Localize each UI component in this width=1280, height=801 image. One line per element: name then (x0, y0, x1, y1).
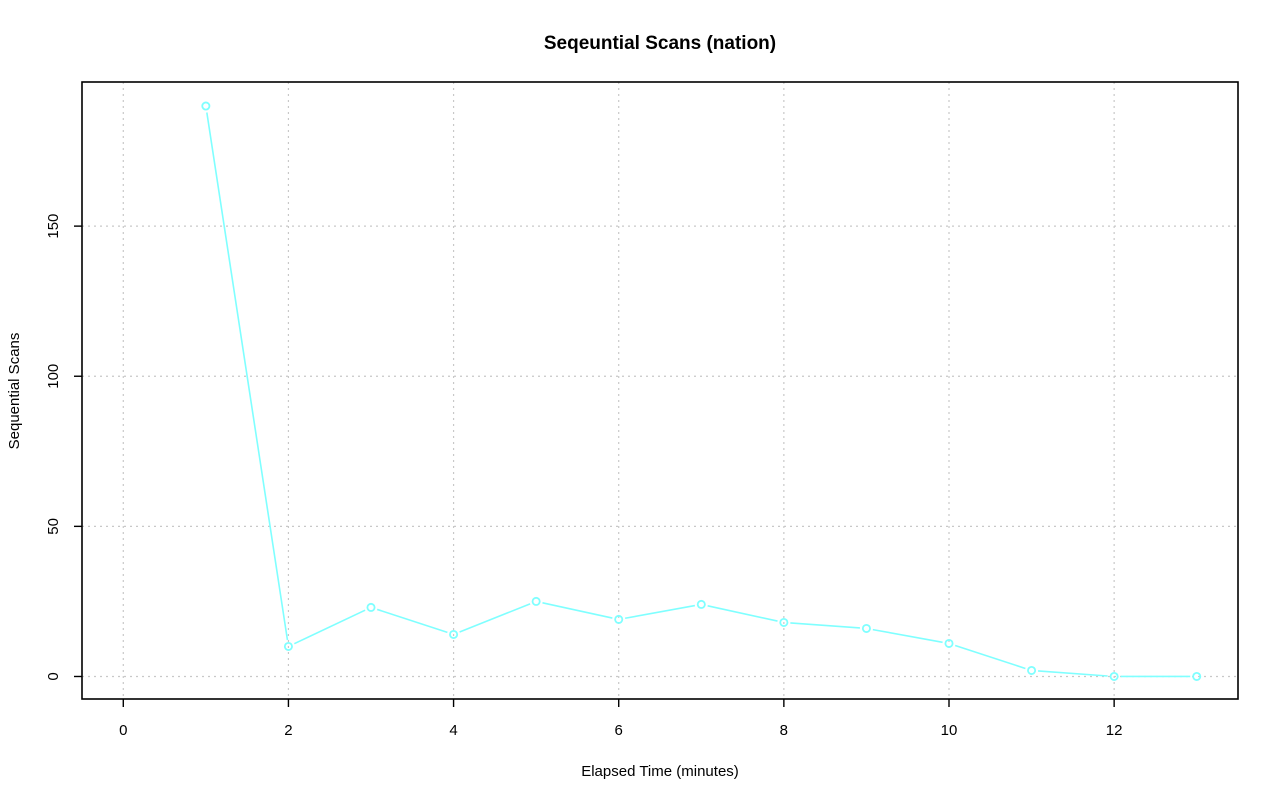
series-segment (459, 603, 531, 633)
series-segment (707, 605, 778, 622)
data-point (944, 638, 954, 648)
data-point (201, 101, 211, 111)
x-tick-label: 6 (615, 722, 623, 739)
data-point (366, 602, 376, 612)
series-line (201, 101, 1202, 681)
series-segment (790, 622, 861, 629)
y-tick-label: 100 (45, 364, 62, 389)
x-tick-label: 12 (1106, 722, 1123, 739)
x-axis-label: Elapsed Time (minutes) (581, 763, 739, 780)
x-tick-label: 8 (780, 722, 788, 739)
series-layer (201, 101, 1202, 681)
y-tick-label: 150 (45, 214, 62, 239)
series-segment (954, 644, 1026, 670)
data-point (614, 614, 624, 624)
data-point (861, 623, 871, 633)
series-segment (376, 608, 448, 634)
y-tick-label: 50 (45, 518, 62, 535)
data-point (696, 599, 706, 609)
data-point (779, 617, 789, 627)
y-axis: 0 50 100 150 (45, 214, 82, 681)
series-segment (542, 602, 613, 619)
series-segment (293, 609, 366, 645)
y-axis-label: Sequential Scans (6, 333, 23, 450)
x-tick-label: 10 (941, 722, 958, 739)
data-point (1192, 671, 1202, 681)
grid (82, 82, 1238, 699)
data-point (531, 596, 541, 606)
chart-title: Seqeuntial Scans (nation) (544, 33, 776, 54)
x-tick-label: 2 (284, 722, 292, 739)
series-segment (872, 628, 943, 644)
data-point (449, 629, 459, 639)
data-point (1027, 665, 1037, 675)
x-tick-label: 0 (119, 722, 127, 739)
series-segment (1037, 670, 1108, 677)
plot-frame (81, 81, 1239, 700)
data-point (283, 641, 293, 651)
x-tick-label: 4 (449, 722, 457, 739)
series-segment (206, 112, 289, 641)
series-segment (624, 604, 696, 620)
data-point (1109, 671, 1119, 681)
y-tick-label: 0 (45, 672, 62, 680)
x-axis: 0 2 4 6 8 10 12 (119, 699, 1122, 739)
